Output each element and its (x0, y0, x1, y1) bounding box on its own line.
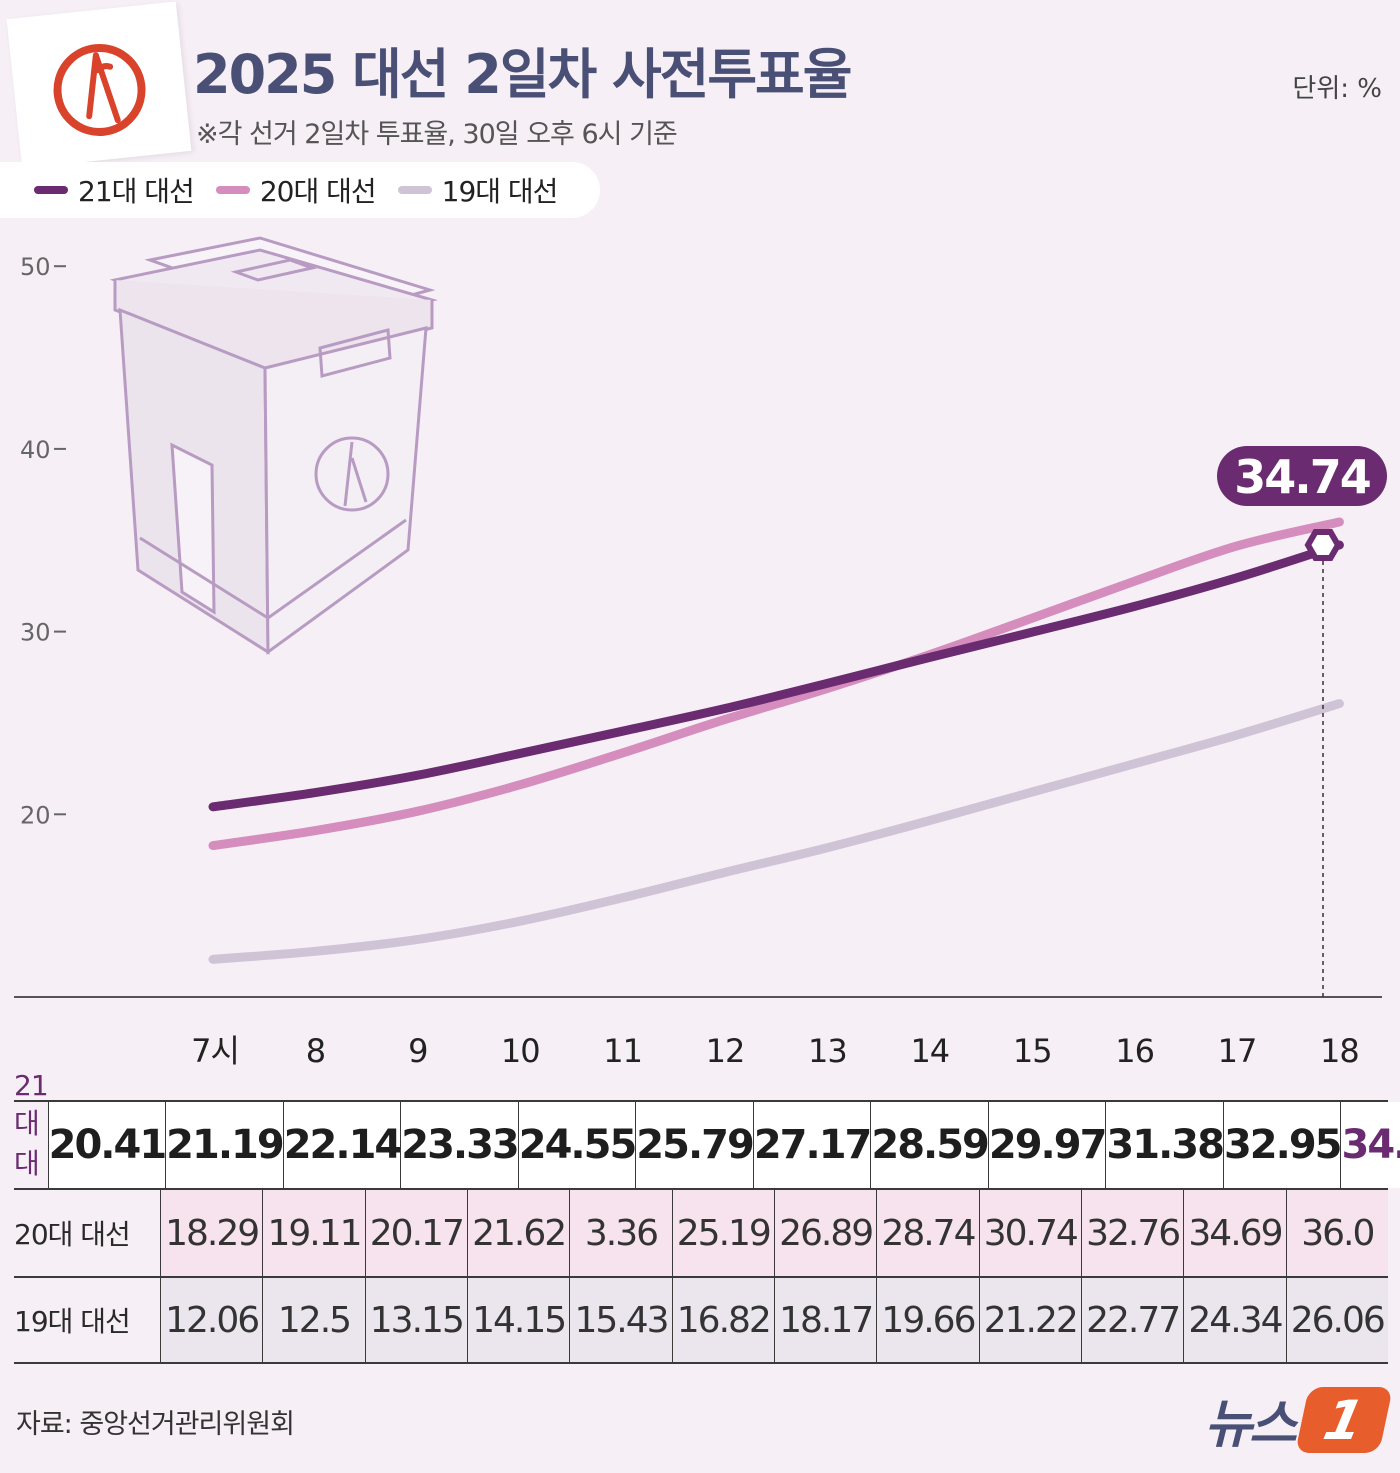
table-cell: 21.19 (165, 1102, 285, 1188)
x-axis-labels: 7시 8 9 10 11 12 13 14 15 16 17 18 (191, 1032, 1360, 1070)
page-title: 2025 대선 2일차 사전투표율 (193, 43, 852, 106)
x-tick-label: 13 (808, 1032, 847, 1070)
table-cell: 12.06 (160, 1278, 263, 1362)
callout-badge (1217, 446, 1387, 506)
table-cell: 18.17 (773, 1278, 877, 1362)
table-row: 20대 대선 18.29 19.11 20.17 21.62 3.36 25.19 26.8… (14, 1188, 1388, 1276)
table-cell: 34.74 (1340, 1102, 1400, 1188)
callout-marker (1304, 529, 1342, 561)
y-tick-label: 30 (20, 619, 51, 647)
ballot-stamp-icon (53, 43, 146, 136)
source-note: 자료: 중앙선거관리위원회 (16, 1409, 295, 1440)
series-line-2 (208, 699, 1344, 964)
legend-label: 20대 대선 (259, 175, 377, 208)
table-cell: 16.82 (671, 1278, 774, 1362)
table-cell: 22.77 (1080, 1278, 1184, 1362)
callout-group: 34.74 (1217, 446, 1387, 997)
table-cell: 15.43 (569, 1278, 672, 1362)
x-tick-label: 9 (408, 1032, 427, 1070)
table-cell: 30.74 (978, 1190, 1081, 1276)
table-cell: 32.76 (1080, 1190, 1184, 1276)
row-label: 21대 대선 (14, 1069, 49, 1220)
legend-swatch (215, 186, 250, 194)
table-cell: 3.36 (569, 1190, 672, 1276)
series-group (208, 517, 1344, 964)
table-cell: 26.89 (773, 1190, 877, 1276)
series-line-0 (208, 540, 1344, 812)
table-row: 21대 대선 20.4121.1922.1423.3324.5525.7927.… (14, 1069, 1400, 1220)
legend-swatch (397, 186, 432, 194)
news1-logo: 뉴스 1 (1204, 1382, 1394, 1457)
table-cell: 21.22 (978, 1278, 1081, 1362)
x-tick-label: 18 (1320, 1032, 1359, 1070)
row-label: 20대 대선 (14, 1190, 160, 1276)
table-cell: 26.06 (1285, 1278, 1388, 1362)
legend-label: 19대 대선 (441, 175, 559, 208)
table-cell: 27.17 (752, 1102, 872, 1188)
table-cell: 20.17 (364, 1190, 467, 1276)
table-cell: 22.14 (282, 1102, 402, 1188)
legend-item-20: 20대 대선 (215, 170, 377, 210)
legend-swatch (34, 186, 68, 194)
table-cell: 19.66 (876, 1278, 979, 1362)
x-tick-label: 8 (306, 1032, 325, 1070)
table-cell: 18.29 (160, 1190, 263, 1276)
table-row: 19대 대선 12.06 12.5 13.15 14.15 15.43 16.82 18.1… (14, 1276, 1388, 1364)
x-tick-label: 10 (501, 1032, 540, 1070)
table-cell: 19.11 (262, 1190, 365, 1276)
table-cell: 28.74 (876, 1190, 979, 1276)
table-cell: 28.59 (870, 1102, 990, 1188)
unit-label: 단위: % (1292, 74, 1382, 104)
x-tick-label: 16 (1115, 1032, 1154, 1070)
table-cell: 13.15 (364, 1278, 467, 1362)
legend-label: 21대 대선 (78, 175, 195, 208)
table-cell: 29.97 (987, 1102, 1107, 1188)
legend-item-21: 21대 대선 (34, 170, 195, 210)
table-cell: 23.33 (400, 1102, 520, 1188)
table-cell: 25.79 (635, 1102, 755, 1188)
chart-legend: 21대 대선 20대 대선 19대 대선 (0, 162, 600, 218)
ballot-box-icon (109, 236, 438, 655)
stamp-card (6, 1, 192, 169)
logo-text: 뉴스 (1204, 1395, 1297, 1455)
y-tick-label: 20 (20, 801, 51, 829)
table-cell: 21.62 (466, 1190, 570, 1276)
logo-badge: 1 (1294, 1386, 1394, 1453)
x-tick-label: 15 (1013, 1032, 1052, 1070)
callout-label: 34.74 (1234, 450, 1370, 504)
x-tick-label: 7시 (191, 1032, 239, 1070)
page-subtitle: ※각 선거 2일차 투표율, 30일 오후 6시 기준 (196, 119, 678, 150)
data-table: 21대 대선 20.4121.1922.1423.3324.5525.7927.… (14, 1069, 1400, 1364)
series-line-1 (208, 517, 1344, 851)
table-cell: 25.19 (671, 1190, 774, 1276)
row-label: 19대 대선 (14, 1278, 160, 1362)
x-tick-label: 11 (603, 1032, 642, 1070)
table-cell: 12.5 (262, 1278, 365, 1362)
table-cell: 24.55 (517, 1102, 637, 1188)
table-cell: 24.34 (1183, 1278, 1286, 1362)
table-cell: 34.69 (1183, 1190, 1286, 1276)
y-tick-label: 40 (20, 436, 51, 464)
table-cell: 36.0 (1285, 1190, 1388, 1276)
legend-item-19: 19대 대선 (397, 170, 559, 210)
table-cell: 32.95 (1222, 1102, 1342, 1188)
line-chart: 20 30 40 50 34.74 7시 8 9 10 11 12 13 14 15 16 17 18 (14, 236, 1387, 1070)
x-tick-label: 14 (910, 1032, 949, 1070)
y-tick-label: 50 (20, 253, 51, 281)
x-tick-label: 12 (706, 1032, 745, 1070)
y-axis: 20 30 40 50 (20, 253, 66, 829)
table-cell: 31.38 (1105, 1102, 1225, 1188)
table-cell: 14.15 (466, 1278, 570, 1362)
x-tick-label: 17 (1218, 1032, 1257, 1070)
table-cell: 20.41 (47, 1102, 167, 1188)
